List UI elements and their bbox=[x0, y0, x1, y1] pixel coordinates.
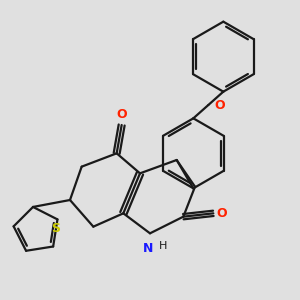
Text: O: O bbox=[214, 98, 225, 112]
Text: O: O bbox=[216, 207, 226, 220]
Text: H: H bbox=[159, 241, 168, 251]
Text: O: O bbox=[116, 108, 127, 121]
Text: S: S bbox=[51, 222, 60, 235]
Text: N: N bbox=[143, 242, 154, 255]
